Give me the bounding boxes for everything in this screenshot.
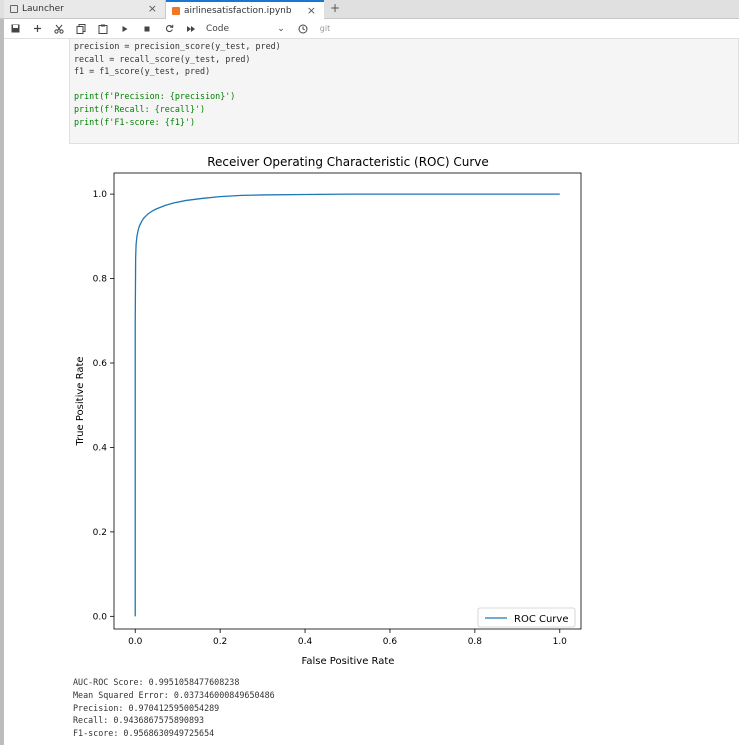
code-line: print(f'Recall: {recall}') xyxy=(74,103,206,114)
output-line: AUC-ROC Score: 0.9951058477608238 xyxy=(73,677,240,687)
x-tick-label: 0.2 xyxy=(213,637,227,647)
y-tick-label: 0.2 xyxy=(93,528,107,538)
tick-group: 0.0 0.2 0.4 0.6 0.8 1.0 0.0 0.2 0.4 0.6 0.8 1.0 xyxy=(93,190,568,647)
close-icon[interactable]: × xyxy=(306,4,316,17)
tab-bar: Launcher × airlinesatisfaction.ipynb × + xyxy=(0,0,739,19)
y-tick-label: 0.0 xyxy=(93,612,108,622)
tab-label: airlinesatisfaction.ipynb xyxy=(184,5,292,16)
notebook-toolbar: Code ⌄ git xyxy=(4,19,739,39)
stop-icon[interactable] xyxy=(136,20,158,38)
roc-chart: Receiver Operating Characteristic (ROC) … xyxy=(75,155,582,667)
code-cell[interactable]: precision = precision_score(y_test, pred… xyxy=(69,38,739,144)
cell-type-select[interactable]: Code xyxy=(202,20,270,38)
left-gutter xyxy=(0,0,4,745)
legend-box xyxy=(477,607,576,628)
tab-launcher[interactable]: Launcher × xyxy=(4,0,166,18)
chevron-down-icon[interactable]: ⌄ xyxy=(277,23,285,34)
new-tab-button[interactable]: + xyxy=(330,1,341,15)
paste-icon[interactable] xyxy=(92,20,114,38)
fast-forward-icon[interactable] xyxy=(180,20,202,38)
x-axis-label: False Positive Rate xyxy=(302,656,395,667)
chart-title: Receiver Operating Characteristic (ROC) … xyxy=(207,155,489,169)
cell-type-label: Code xyxy=(206,23,230,34)
code-line: print(f'Precision: {precision}') xyxy=(74,91,236,102)
code-line: f1 = f1_score(y_test, pred) xyxy=(74,66,211,77)
output-stream: AUC-ROC Score: 0.9951058477608238 Mean Sq… xyxy=(73,676,275,740)
output-line: Recall: 0.9436867575890893 xyxy=(73,715,205,726)
y-tick-label: 0.6 xyxy=(93,359,108,369)
save-icon[interactable] xyxy=(4,20,26,38)
copy-icon[interactable] xyxy=(70,20,92,38)
plot-area xyxy=(113,172,582,630)
output-line: Precision: 0.9704125950054289 xyxy=(73,702,220,713)
output-line: Mean Squared Error: 0.037346000849650486 xyxy=(73,689,275,700)
output-line: F1-score: 0.9568630949725654 xyxy=(73,728,215,739)
x-tick-label: 0.0 xyxy=(128,637,143,647)
y-axis-label: True Positive Rate xyxy=(75,356,86,446)
legend: ROC Curve xyxy=(477,607,576,628)
code-line: print(f'F1-score: {f1}') xyxy=(74,116,196,127)
x-tick-label: 0.6 xyxy=(383,637,398,647)
y-tick-label: 0.4 xyxy=(93,443,108,453)
launcher-icon xyxy=(10,5,18,13)
x-tick-label: 0.4 xyxy=(298,637,313,647)
y-tick-label: 0.8 xyxy=(93,275,108,285)
close-icon[interactable]: × xyxy=(147,2,157,15)
code-line: precision = precision_score(y_test, pred… xyxy=(74,41,281,51)
restart-icon[interactable] xyxy=(158,20,180,38)
code-line: recall = recall_score(y_test, pred) xyxy=(74,53,251,64)
code-editor[interactable]: precision = precision_score(y_test, pred… xyxy=(70,39,738,128)
git-button[interactable]: git xyxy=(319,24,331,33)
add-cell-icon[interactable] xyxy=(26,20,48,38)
x-tick-label: 0.8 xyxy=(468,637,483,647)
notebook-icon xyxy=(172,6,180,15)
x-tick-label: 1.0 xyxy=(553,637,568,647)
tab-label: Launcher xyxy=(22,4,64,14)
legend-label: ROC Curve xyxy=(514,614,568,625)
run-icon[interactable] xyxy=(114,20,136,38)
cut-icon[interactable] xyxy=(48,20,70,38)
roc-figure: Receiver Operating Characteristic (ROC) … xyxy=(69,150,589,670)
roc-curve-line xyxy=(134,193,560,617)
clock-icon[interactable] xyxy=(292,20,314,38)
tab-notebook[interactable]: airlinesatisfaction.ipynb × xyxy=(166,0,324,19)
y-tick-label: 1.0 xyxy=(93,190,108,200)
